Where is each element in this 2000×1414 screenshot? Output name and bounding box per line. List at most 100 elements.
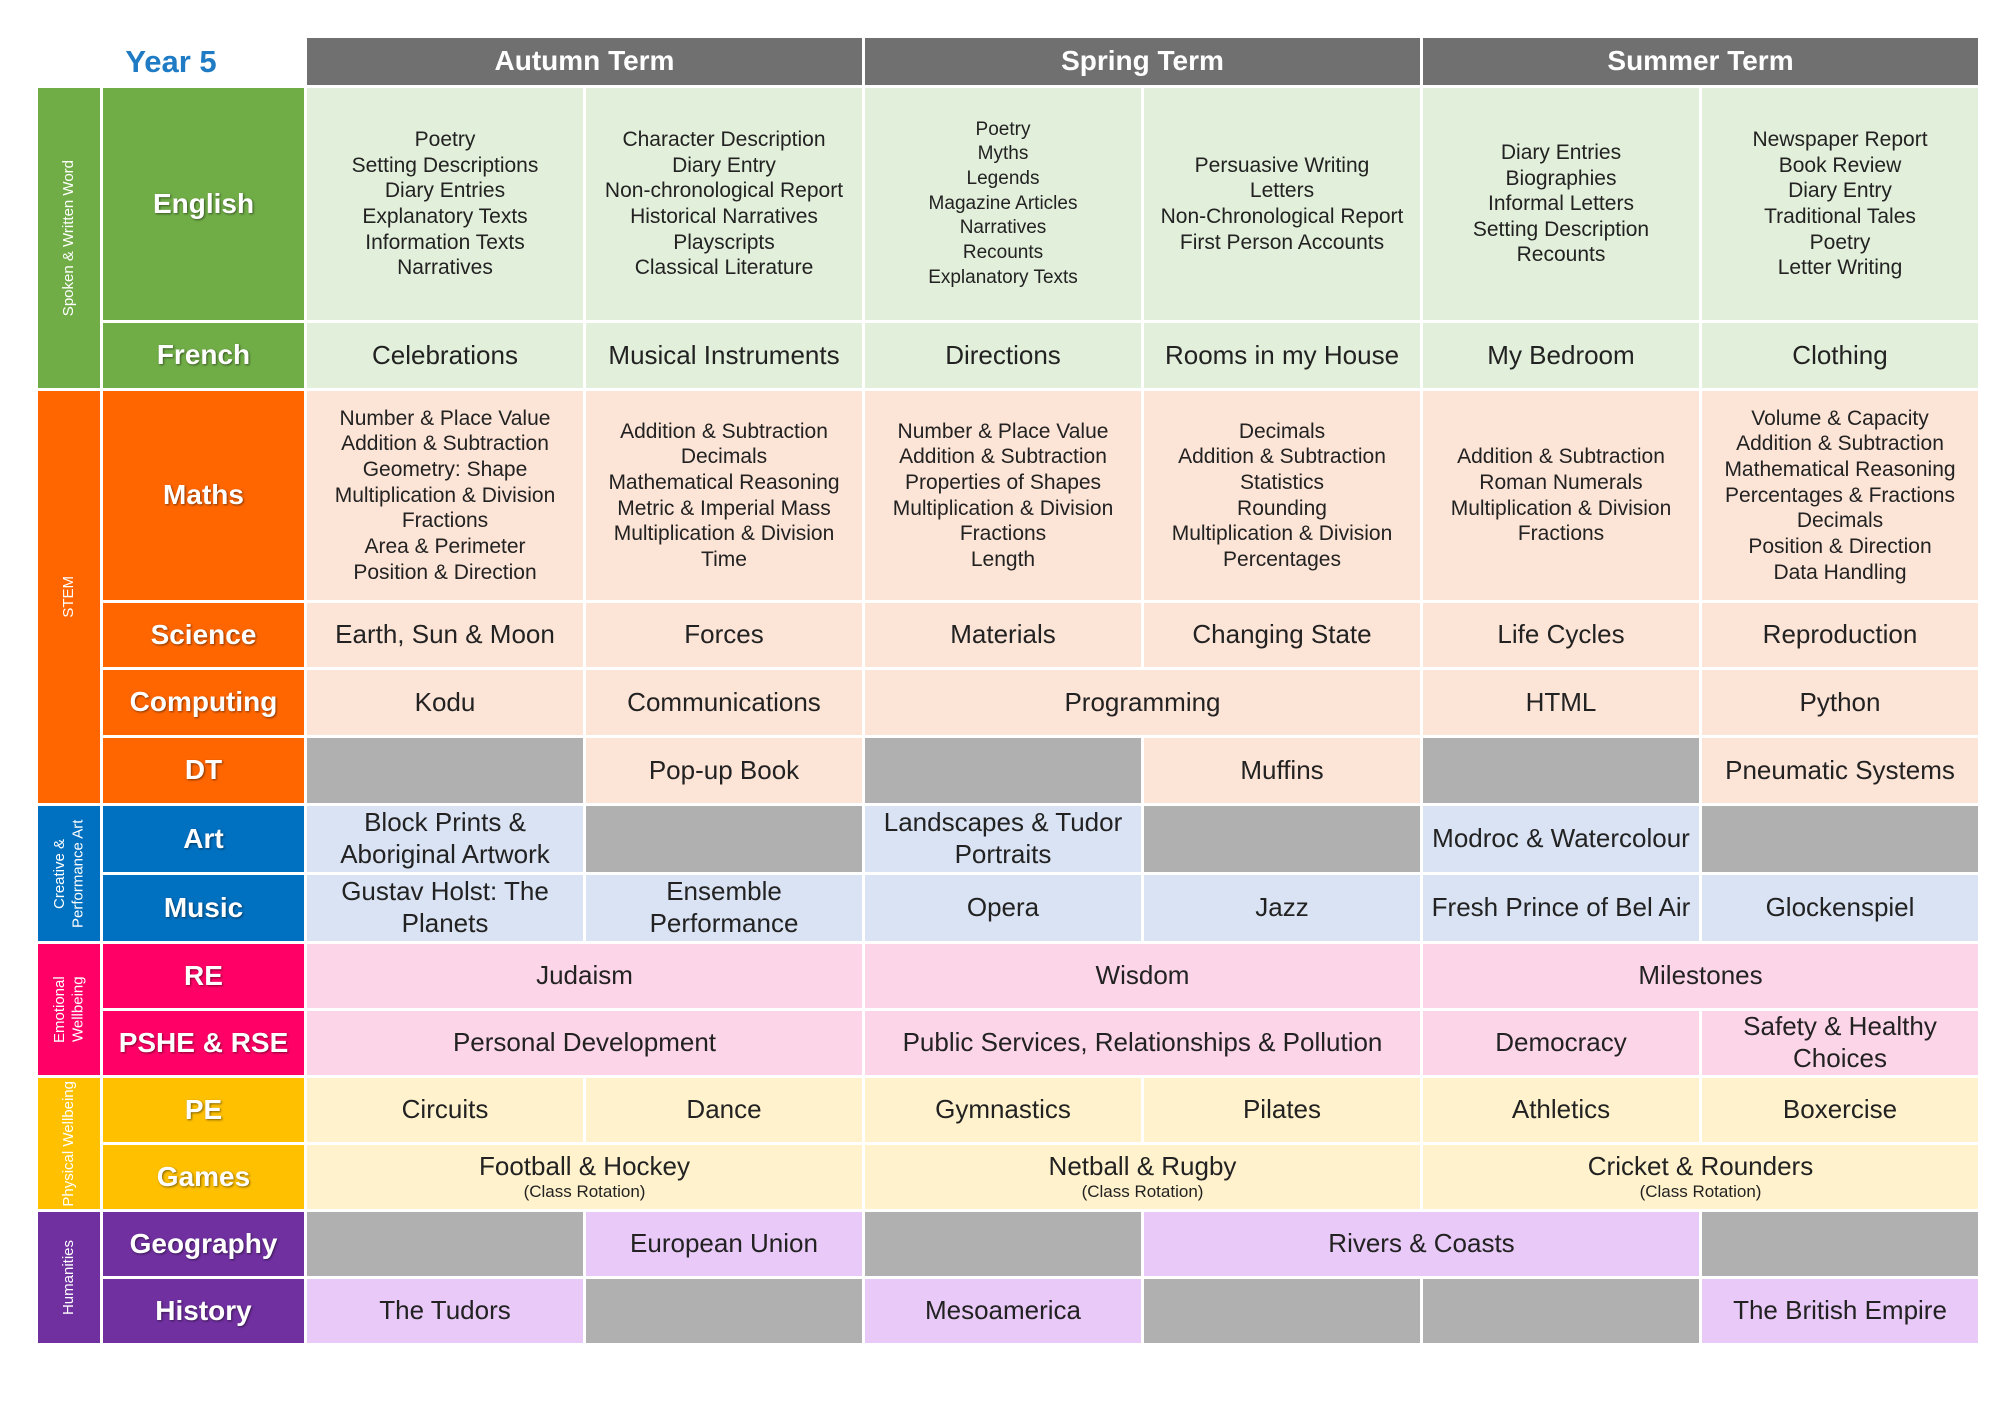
topic-line: Diary Entries: [384, 179, 506, 203]
topic-cell: Number & Place Value Addition & Subtracti…: [865, 391, 1141, 600]
empty-cell: [1144, 1279, 1420, 1343]
topic-line: Setting Description: [1472, 217, 1650, 241]
topic-line: Football & Hockey: [479, 1150, 690, 1181]
empty-cell: [1144, 806, 1420, 872]
topic-line: Addition & Subtraction: [341, 432, 549, 456]
curriculum-table: Year 5 Autumn Term Spring Term Summer Term…: [38, 38, 1978, 1343]
topic-line: Explanatory Texts: [362, 205, 528, 228]
topic-line: Diary Entry: [1788, 179, 1892, 203]
topic-cell: Life Cycles: [1423, 603, 1699, 667]
group-name: Humanities: [59, 1239, 77, 1316]
topic-line: Character Description: [622, 128, 826, 152]
subject-name: RE: [103, 944, 304, 1008]
topic-line: Diary Entry: [672, 153, 776, 177]
topic-line: Addition & Subtraction: [620, 419, 828, 443]
topic-cell: Newspaper Report Book Review Diary Entry Tr…: [1702, 88, 1978, 320]
group-name: STEM: [59, 576, 77, 618]
term-header: Autumn Term: [307, 38, 862, 85]
subject-name: Art: [103, 806, 304, 872]
topic-cell: Kodu: [307, 670, 583, 735]
topic-line: Decimals: [1238, 419, 1326, 443]
subject-name: Geography: [103, 1212, 304, 1276]
empty-cell: [865, 738, 1141, 803]
topic-cell: Netball & Rugby (Class Rotation): [865, 1145, 1420, 1209]
topic-line: Length: [970, 547, 1036, 571]
topic-line: Addition & Subtraction: [1457, 445, 1665, 469]
topic-line: (Class Rotation): [1081, 1182, 1204, 1202]
term-header: Summer Term: [1423, 38, 1978, 85]
topic-line: Diary Entries: [1500, 140, 1622, 164]
topic-line: Fractions: [401, 509, 489, 533]
topic-line: Magazine Articles: [928, 192, 1078, 214]
topic-line: Multiplication & Division: [334, 483, 556, 507]
subject-name: DT: [103, 738, 304, 803]
topic-line: Mathematical Reasoning: [608, 470, 840, 494]
topic-line: (Class Rotation): [1639, 1182, 1762, 1202]
topic-cell: Programming: [865, 670, 1420, 735]
empty-cell: [307, 1212, 583, 1276]
topic-line: Addition & Subtraction: [1736, 432, 1944, 456]
topic-line: First Person Accounts: [1179, 230, 1385, 254]
topic-cell: Musical Instruments: [586, 323, 862, 388]
empty-cell: [307, 738, 583, 803]
topic-line: Multiplication & Division: [1171, 522, 1393, 546]
topic-line: Netball & Rugby: [1048, 1150, 1237, 1181]
topic-line: Persuasive Writing: [1194, 153, 1370, 177]
topic-cell: Forces: [586, 603, 862, 667]
subject-name: Games: [103, 1145, 304, 1209]
group-label: Creative & Performance Art: [38, 806, 100, 941]
term-header: Spring Term: [865, 38, 1420, 85]
empty-cell: [586, 1279, 862, 1343]
topic-cell: Glockenspiel: [1702, 875, 1978, 941]
topic-cell: Gymnastics: [865, 1078, 1141, 1142]
topic-line: Data Handling: [1773, 560, 1907, 584]
topic-line: Number & Place Value: [339, 406, 551, 430]
topic-cell: Democracy: [1423, 1011, 1699, 1075]
empty-cell: [1702, 806, 1978, 872]
topic-cell: Volume & Capacity Addition & Subtraction M…: [1702, 391, 1978, 600]
topic-cell: Ensemble Performance: [586, 875, 862, 941]
topic-line: Addition & Subtraction: [1178, 445, 1386, 469]
group-label: Physical Wellbeing: [38, 1078, 100, 1209]
topic-cell: Modroc & Watercolour: [1423, 806, 1699, 872]
subject-name: English: [103, 88, 304, 320]
topic-cell: Opera: [865, 875, 1141, 941]
topic-line: Classical Literature: [634, 256, 814, 280]
topic-cell: Judaism: [307, 944, 862, 1008]
topic-cell: Block Prints & Aboriginal Artwork: [307, 806, 583, 872]
subject-name: Computing: [103, 670, 304, 735]
topic-line: Time: [701, 547, 747, 571]
topic-line: Rounding: [1237, 496, 1327, 520]
topic-line: Fractions: [1517, 522, 1605, 546]
empty-cell: [865, 1212, 1141, 1276]
topic-line: Addition & Subtraction: [899, 445, 1107, 469]
topic-cell: Dance: [586, 1078, 862, 1142]
topic-cell: Clothing: [1702, 323, 1978, 388]
topic-line: Statistics: [1239, 470, 1325, 494]
topic-cell: Persuasive Writing Letters Non-Chronologic…: [1144, 88, 1420, 320]
topic-cell: Gustav Holst: The Planets: [307, 875, 583, 941]
topic-cell: Diary Entries Biographies Informal Letters…: [1423, 88, 1699, 320]
empty-cell: [586, 806, 862, 872]
topic-line: Poetry: [414, 128, 476, 152]
topic-line: Informal Letters: [1488, 192, 1634, 216]
topic-line: Recounts: [1516, 243, 1606, 267]
topic-line: Playscripts: [673, 230, 775, 254]
topic-line: Mathematical Reasoning: [1724, 458, 1956, 482]
topic-cell: Directions: [865, 323, 1141, 388]
topic-cell: Addition & Subtraction Decimals Mathematic…: [586, 391, 862, 600]
topic-line: Narratives: [959, 217, 1047, 239]
subject-name: Maths: [103, 391, 304, 600]
topic-cell: Landscapes & Tudor Portraits: [865, 806, 1141, 872]
topic-line: Percentages: [1223, 547, 1341, 571]
topic-line: Position & Direction: [1748, 534, 1932, 558]
group-label: Emotional Wellbeing: [38, 944, 100, 1075]
group-label: Humanities: [38, 1212, 100, 1343]
topic-line: Decimals: [1796, 509, 1884, 533]
topic-cell: Number & Place Value Addition & Subtracti…: [307, 391, 583, 600]
topic-line: Roman Numerals: [1479, 470, 1643, 494]
topic-cell: Jazz: [1144, 875, 1420, 941]
topic-line: Geometry: Shape: [362, 458, 528, 482]
group-name: Spoken & Written Word: [59, 159, 77, 317]
topic-cell: Celebrations: [307, 323, 583, 388]
